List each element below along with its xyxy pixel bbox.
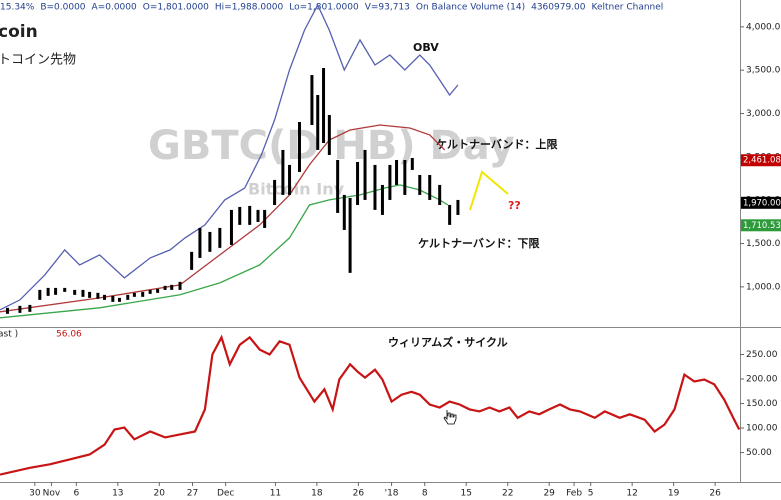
header-item: Lo=1,801.0000 bbox=[289, 3, 359, 13]
header-item: Keltner Channel bbox=[592, 3, 664, 13]
x-tick-label: 12 bbox=[626, 489, 637, 499]
lower-band-label: ケルトナーバンド：下限 bbox=[418, 236, 539, 250]
price-label-box bbox=[741, 196, 781, 209]
obv-label: OBV bbox=[413, 41, 439, 54]
header-item: 15.34% bbox=[0, 3, 35, 13]
upper-band-label: ケルトナーバンド：上限 bbox=[436, 137, 557, 151]
x-tick-label: 27 bbox=[187, 489, 198, 499]
y-tick-label: 250.00 bbox=[746, 350, 778, 360]
chart-title: coin bbox=[0, 22, 38, 42]
x-tick-label: 8 bbox=[422, 489, 428, 499]
y-tick-label: 3,500.000 bbox=[746, 66, 781, 76]
x-tick-label: 19 bbox=[668, 489, 680, 499]
x-tick-label: 5 bbox=[588, 489, 594, 499]
price-label: 2,461.084 bbox=[743, 156, 781, 166]
x-tick-label: Feb bbox=[566, 489, 582, 499]
x-tick-label: 26 bbox=[709, 489, 721, 499]
indicator-line bbox=[0, 334, 741, 476]
y-tick-label: 100.00 bbox=[746, 424, 778, 434]
watermark: GBTC(D HB) Day bbox=[148, 123, 515, 169]
panel-title: ast ) bbox=[0, 330, 18, 340]
current-value: 56.06 bbox=[56, 330, 82, 340]
y-tick-label: 200.00 bbox=[746, 375, 778, 385]
x-tick-label: 13 bbox=[112, 489, 123, 499]
indicator-line bbox=[0, 3, 459, 311]
x-tick-label: 15 bbox=[461, 489, 472, 499]
arrow bbox=[469, 170, 509, 211]
x-tick-label: 20 bbox=[154, 489, 166, 499]
y-tick-label: 50.00 bbox=[746, 448, 772, 458]
x-tick-label: '18 bbox=[385, 489, 399, 499]
y-tick-label: 1,500.000 bbox=[746, 239, 781, 249]
header-item: O=1,801.0000 bbox=[143, 3, 209, 13]
header-item: A=0.0000 bbox=[92, 3, 137, 13]
x-tick-label: 26 bbox=[353, 489, 365, 499]
header-item: Hi=1,988.0000 bbox=[215, 3, 284, 13]
x-tick-label: Nov bbox=[43, 489, 61, 499]
price-label-box bbox=[741, 219, 781, 232]
watermark-sub: Bitcoin Inv bbox=[248, 180, 345, 199]
x-tick-label: 30 bbox=[29, 489, 41, 499]
x-tick-label: 18 bbox=[311, 489, 323, 499]
header-item: On Balance Volume (14) bbox=[416, 3, 525, 13]
header-item: B=0.0000 bbox=[40, 3, 85, 13]
question-label: ?? bbox=[508, 199, 521, 212]
y-tick-label: 150.00 bbox=[746, 399, 778, 409]
header-item: V=93,713 bbox=[365, 3, 410, 13]
x-tick-label: 11 bbox=[270, 489, 281, 499]
cursor bbox=[443, 410, 457, 425]
price-label: 1,970.000 bbox=[743, 198, 781, 208]
x-tick-label: Dec bbox=[217, 489, 234, 499]
indicator-label: ウィリアムズ・サイクル bbox=[388, 335, 508, 349]
price-label: 1,710.536 bbox=[743, 221, 781, 231]
header-item: 4360979.00 bbox=[531, 3, 586, 13]
chart-subtitle: トコイン先物 bbox=[0, 53, 76, 68]
x-tick-label: 6 bbox=[73, 489, 79, 499]
indicator-line bbox=[0, 184, 449, 319]
y-tick-label: 1,000.000 bbox=[746, 282, 781, 292]
x-tick-label: 22 bbox=[502, 489, 513, 499]
x-tick-label: 29 bbox=[543, 489, 555, 499]
y-tick-label: 4,000.000 bbox=[746, 22, 781, 32]
price-label-box bbox=[741, 154, 781, 167]
y-tick-label: 3,000.000 bbox=[746, 109, 781, 119]
header: 15.34% B=0.0000 A=0.0000 O=1,801.0000 Hi=1,9… bbox=[0, 3, 663, 13]
